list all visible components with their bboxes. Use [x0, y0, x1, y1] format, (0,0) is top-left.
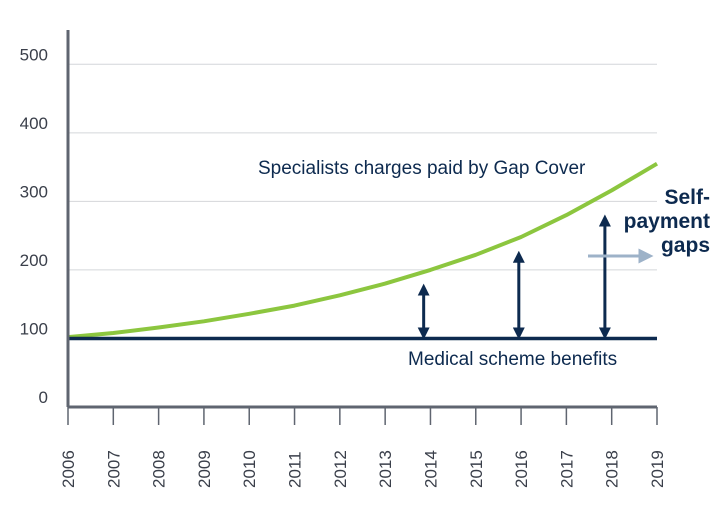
self-payment-label-line2: payment	[624, 210, 710, 233]
specialists-annotation: Specialists charges paid by Gap Cover	[258, 158, 586, 179]
y-tick-label: 400	[20, 114, 48, 133]
self-payment-label-line1: Self-	[664, 186, 710, 209]
y-tick-label: 0	[39, 388, 48, 407]
x-axis-ticks: 2006 2007 2008 2009 2010 2011 2012 2013 2014 2015…	[59, 407, 667, 488]
x-tick-label: 2012	[331, 450, 350, 488]
x-tick-label: 2006	[59, 450, 78, 488]
y-tick-label: 300	[20, 182, 48, 201]
x-tick-label: 2015	[467, 450, 486, 488]
y-tick-label: 100	[20, 319, 48, 338]
grid	[68, 63, 657, 339]
x-tick-label: 2008	[150, 450, 169, 488]
x-tick-label: 2009	[195, 450, 214, 488]
x-tick-label: 2013	[376, 450, 395, 488]
x-tick-label: 2014	[421, 450, 440, 488]
x-tick-label: 2016	[512, 450, 531, 488]
y-tick-label: 500	[20, 45, 48, 64]
y-axis-ticks: 0 100 200 300 400 500	[20, 45, 48, 407]
specialists-charges-line	[67, 161, 659, 340]
x-tick-label: 2018	[603, 450, 622, 488]
medical-benefits-annotation: Medical scheme benefits	[408, 349, 617, 370]
x-tick-label: 2010	[240, 450, 259, 488]
x-tick-label: 2017	[557, 450, 576, 488]
series	[67, 161, 659, 341]
x-tick-label: 2011	[286, 451, 305, 488]
y-tick-label: 200	[20, 251, 48, 270]
axes	[66, 30, 657, 409]
x-tick-label: 2007	[104, 450, 123, 488]
x-tick-label: 2019	[648, 450, 667, 488]
gap-arrows	[417, 214, 611, 340]
self-payment-label-line3: gaps	[661, 234, 710, 257]
